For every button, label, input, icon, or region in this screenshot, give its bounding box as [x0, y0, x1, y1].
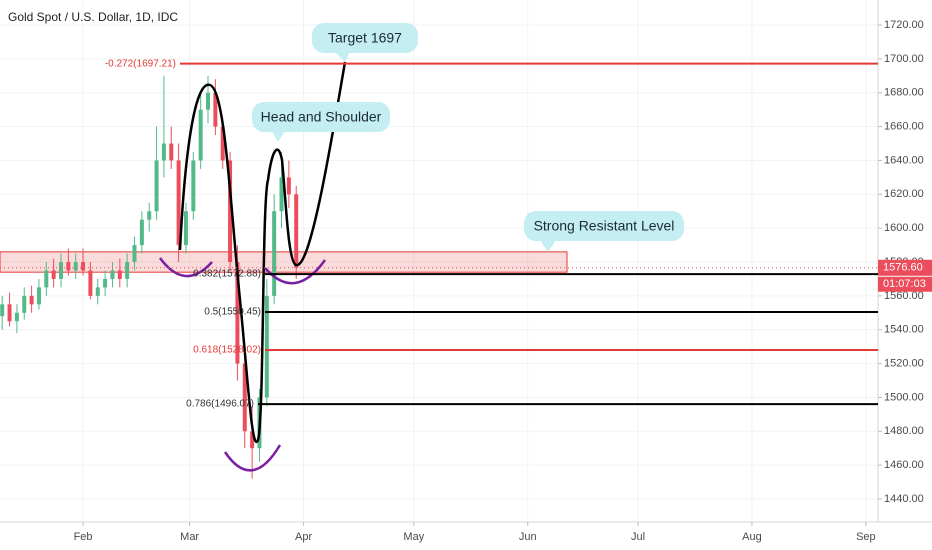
candle-body	[95, 287, 100, 296]
chart-title: Gold Spot / U.S. Dollar, 1D, IDC	[8, 10, 178, 24]
annotation: Target 1697	[328, 30, 402, 46]
countdown-tag	[878, 276, 932, 292]
candle-body	[36, 287, 41, 305]
candle-body	[294, 194, 299, 268]
candle-body	[139, 219, 144, 246]
candle-body	[213, 92, 218, 127]
candle-body	[132, 245, 137, 263]
candle-body	[59, 262, 64, 279]
candle-body	[73, 262, 78, 271]
candle-body	[198, 109, 203, 161]
candle-body	[169, 143, 174, 161]
y-tick-label: 1520.00	[884, 357, 924, 369]
y-tick-label: 1620.00	[884, 188, 924, 200]
candle-body	[235, 262, 240, 364]
price-tag-label: 1576.60	[883, 262, 923, 274]
y-tick-label: 1440.00	[884, 493, 924, 505]
candle-body	[7, 304, 12, 322]
candle-body	[264, 295, 269, 398]
fib-label: -0.272(1697.21)	[105, 58, 176, 69]
annotation: Head and Shoulder	[261, 109, 382, 125]
x-tick-label: May	[403, 531, 424, 543]
shoulder-arc	[158, 257, 327, 472]
candle-body	[220, 126, 225, 161]
x-tick-label: Aug	[742, 531, 762, 543]
resistance-zone	[0, 251, 568, 273]
candle-body	[206, 92, 211, 110]
fib-label: 0.5(1550.45)	[204, 307, 261, 318]
candle-body	[147, 211, 152, 220]
candle-body	[286, 177, 291, 195]
x-tick-label: Mar	[180, 531, 199, 543]
candle-body	[228, 160, 233, 263]
candle-body	[176, 160, 181, 246]
candle-body	[29, 295, 34, 305]
x-tick-label: Feb	[74, 531, 93, 543]
y-tick-label: 1560.00	[884, 290, 924, 302]
y-tick-label: 1680.00	[884, 87, 924, 99]
candle-body	[250, 431, 255, 449]
y-tick-label: 1540.00	[884, 324, 924, 336]
x-tick-label: Sep	[856, 531, 876, 543]
fib-label: 0.786(1496.07)	[186, 399, 254, 410]
callout: Target 1697	[312, 23, 418, 62]
candle-body	[125, 262, 130, 279]
candle-body	[154, 160, 159, 212]
candle-body	[44, 270, 49, 288]
candle-body	[191, 160, 196, 212]
x-tick-label: Jun	[519, 531, 537, 543]
fib-label: 0.618(1528.02)	[193, 345, 261, 356]
candle-body	[0, 304, 5, 317]
candle-body	[183, 211, 188, 246]
x-tick-label: Jul	[631, 531, 645, 543]
candle-body	[51, 270, 56, 279]
pattern-curve	[178, 61, 347, 444]
candle-body	[81, 262, 86, 271]
y-tick-label: 1480.00	[884, 425, 924, 437]
candle-body	[279, 177, 284, 212]
fib-label: 0.382(1572.88)	[193, 269, 261, 280]
candle-body	[117, 270, 122, 279]
candle-body	[161, 143, 166, 161]
callout: Strong Resistant Level	[524, 211, 684, 252]
price-tag	[878, 259, 932, 276]
candle-body	[66, 262, 71, 271]
y-tick-label: 1600.00	[884, 222, 924, 234]
x-tick-label: Apr	[295, 531, 312, 543]
annotation: Strong Resistant Level	[534, 218, 675, 234]
candle-body	[22, 295, 27, 313]
candle-body	[242, 363, 247, 432]
countdown-label: 01:07:03	[883, 278, 926, 290]
candle-body	[110, 270, 115, 279]
candle-body	[14, 312, 19, 322]
y-tick-label: 1640.00	[884, 154, 924, 166]
callout: Head and Shoulder	[252, 102, 390, 142]
candle-body	[272, 211, 277, 296]
y-tick-label: 1660.00	[884, 121, 924, 133]
candle-body	[88, 270, 93, 296]
y-tick-label: 1720.00	[884, 19, 924, 31]
y-tick-label: 1500.00	[884, 391, 924, 403]
candle-body	[103, 278, 108, 288]
y-tick-label: 1460.00	[884, 459, 924, 471]
y-tick-label: 1700.00	[884, 53, 924, 65]
plot	[0, 0, 878, 522]
